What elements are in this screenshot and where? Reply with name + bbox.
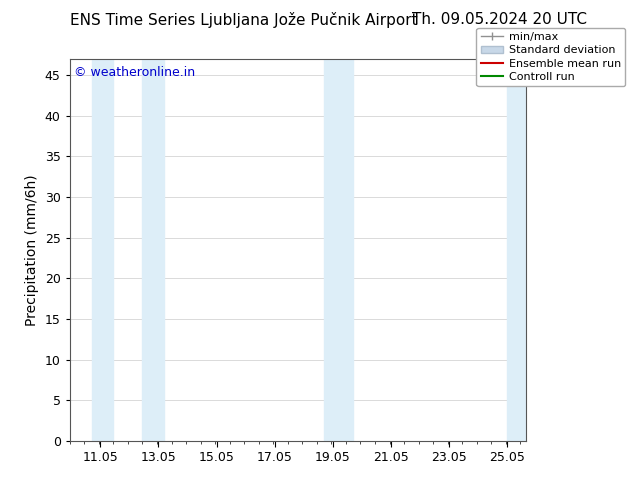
Text: Th. 09.05.2024 20 UTC: Th. 09.05.2024 20 UTC <box>412 12 587 27</box>
Bar <box>143 59 164 441</box>
Text: ENS Time Series Ljubljana Jože Pučnik Airport: ENS Time Series Ljubljana Jože Pučnik Ai… <box>70 12 417 28</box>
Y-axis label: Precipitation (mm/6h): Precipitation (mm/6h) <box>25 174 39 326</box>
Bar <box>324 59 353 441</box>
Bar <box>507 59 526 441</box>
Legend: min/max, Standard deviation, Ensemble mean run, Controll run: min/max, Standard deviation, Ensemble me… <box>476 27 625 87</box>
Text: © weatheronline.in: © weatheronline.in <box>74 67 195 79</box>
Bar <box>91 59 113 441</box>
